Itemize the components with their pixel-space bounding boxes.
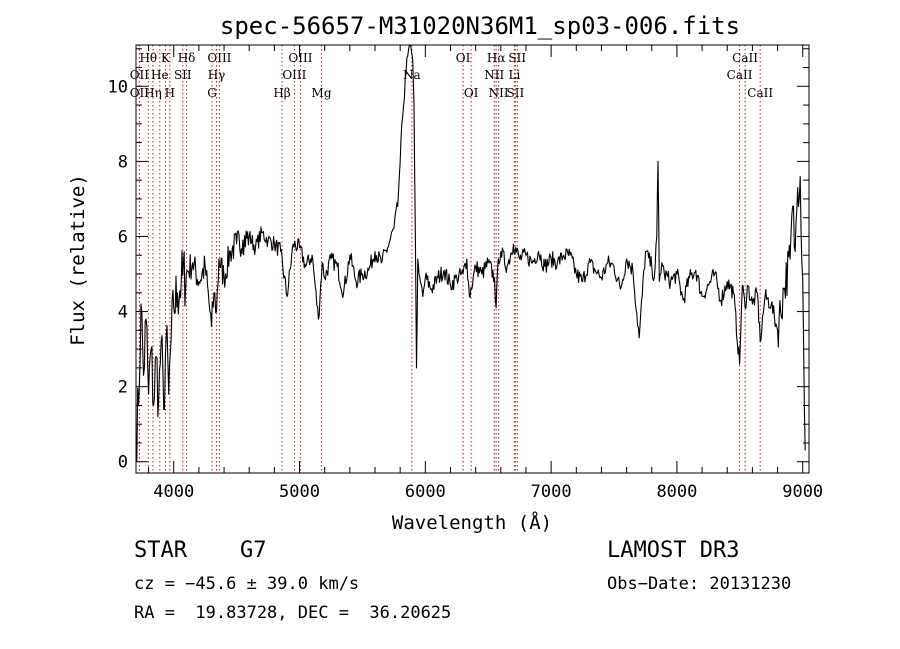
y-tick-label: 8 bbox=[118, 152, 128, 172]
marker-label: He bbox=[151, 68, 169, 82]
marker-label: SII bbox=[174, 68, 192, 82]
x-tick-label: 8000 bbox=[656, 482, 697, 502]
y-tick-label: 10 bbox=[108, 77, 128, 97]
marker-label: K bbox=[161, 51, 171, 65]
y-tick-label: 2 bbox=[118, 378, 128, 398]
marker-label: Mg bbox=[312, 86, 332, 100]
x-tick-label: 6000 bbox=[405, 482, 446, 502]
series-layer bbox=[135, 44, 806, 463]
marker-label: Li bbox=[508, 68, 520, 82]
marker-label: SII bbox=[507, 86, 525, 100]
chart-title: spec-56657-M31020N36M1_sp03-006.fits bbox=[220, 12, 740, 40]
plot-frame bbox=[135, 44, 810, 474]
marker-label: Hη bbox=[144, 86, 162, 100]
marker-label: NII bbox=[484, 68, 504, 82]
x-axis-label: Wavelength (Å) bbox=[392, 511, 552, 534]
obs-date: Obs−Date: 20131230 bbox=[607, 574, 792, 594]
y-axis-label: Flux (relative) bbox=[67, 174, 89, 346]
x-tick-label: 5000 bbox=[279, 482, 320, 502]
y-tick-label: 6 bbox=[118, 227, 128, 247]
marker-label: OIII bbox=[282, 68, 306, 82]
marker-label: OIII bbox=[288, 51, 312, 65]
x-tick-label: 4000 bbox=[153, 482, 194, 502]
marker-label: H bbox=[165, 86, 175, 100]
marker-label: SII bbox=[508, 51, 526, 65]
marker-label: Hθ bbox=[139, 51, 157, 65]
marker-label: CaII bbox=[727, 68, 753, 82]
marker-label: Hδ bbox=[178, 51, 196, 65]
x-tick-label: 9000 bbox=[782, 482, 823, 502]
marker-label: NII bbox=[489, 86, 509, 100]
marker-label: OII bbox=[130, 68, 150, 82]
marker-label: CaII bbox=[732, 51, 758, 65]
marker-label: Na bbox=[403, 68, 421, 82]
x-tick-label: 7000 bbox=[531, 482, 572, 502]
redshift-value: cz = −45.6 ± 39.0 km/s bbox=[134, 574, 360, 594]
marker-label: OII bbox=[130, 86, 150, 100]
marker-label: OI bbox=[456, 51, 471, 65]
y-tick-label: 0 bbox=[118, 453, 128, 473]
line-markers: OIIHθOIIHηHeKHSIIHδGOIIIHγHβOIIIOIIIMgNa… bbox=[130, 45, 773, 473]
marker-label: OIII bbox=[207, 51, 231, 65]
marker-label: G bbox=[207, 86, 217, 100]
coordinates: RA = 19.83728, DEC = 36.20625 bbox=[134, 603, 452, 623]
marker-label: OI bbox=[464, 86, 479, 100]
object-type: STAR G7 bbox=[134, 538, 267, 563]
marker-label: Hγ bbox=[208, 68, 226, 82]
survey-name: LAMOST DR3 bbox=[607, 538, 740, 563]
marker-label: CaII bbox=[747, 86, 773, 100]
y-tick-label: 4 bbox=[118, 303, 128, 323]
spectrum-line bbox=[135, 44, 806, 463]
marker-label: Hα bbox=[487, 51, 506, 65]
marker-label: Hβ bbox=[273, 86, 290, 100]
axes: 4000 5000 6000 7000 8000 9000 0 2 4 6 8 10 bbox=[108, 44, 823, 502]
